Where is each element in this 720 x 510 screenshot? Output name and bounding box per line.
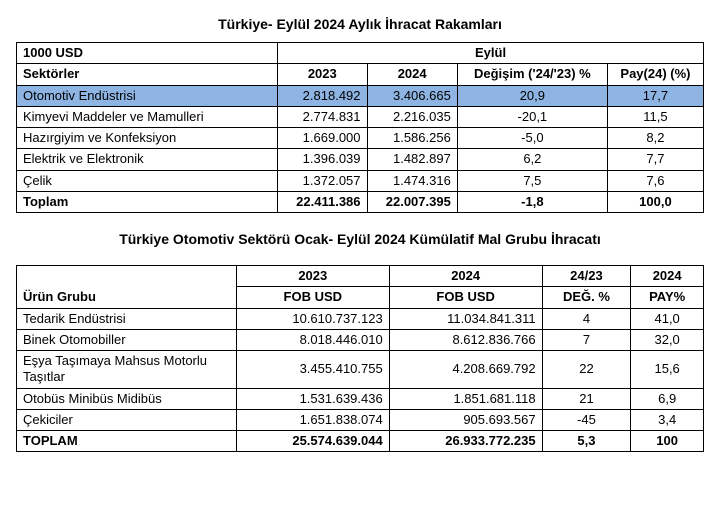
row-share: 17,7	[607, 85, 703, 106]
table-row: Çelik1.372.0571.474.3167,57,6	[17, 170, 704, 191]
table-row: Hazırgiyim ve Konfeksiyon1.669.0001.586.…	[17, 128, 704, 149]
col-change-header: Değişim ('24/'23) %	[457, 64, 607, 85]
row-2023: 10.610.737.123	[236, 308, 389, 329]
total-label: Toplam	[17, 191, 278, 212]
col2-share-top: 2024	[631, 266, 704, 287]
total-change: -1,8	[457, 191, 607, 212]
row-share: 8,2	[607, 128, 703, 149]
row-share: 32,0	[631, 329, 704, 350]
col2-2023-top: 2023	[236, 266, 389, 287]
row-2024: 1.586.256	[367, 128, 457, 149]
row-change: -45	[542, 409, 631, 430]
table1-title: Türkiye- Eylül 2024 Aylık İhracat Rakaml…	[16, 16, 704, 32]
col2-share-sub: PAY%	[631, 287, 704, 308]
row-share: 7,6	[607, 170, 703, 191]
unit-label: 1000 USD	[17, 43, 278, 64]
col2-change-sub: DEĞ. %	[542, 287, 631, 308]
row-name: Otomotiv Endüstrisi	[17, 85, 278, 106]
table-row: Elektrik ve Elektronik1.396.0391.482.897…	[17, 149, 704, 170]
col-share-header: Pay(24) (%)	[607, 64, 703, 85]
row-2023: 2.774.831	[278, 106, 367, 127]
row-2024: 4.208.669.792	[389, 351, 542, 389]
row-2024: 1.474.316	[367, 170, 457, 191]
row-2024: 8.612.836.766	[389, 329, 542, 350]
table-row: Otobüs Minibüs Midibüs1.531.639.4361.851…	[17, 388, 704, 409]
total-share: 100,0	[607, 191, 703, 212]
month-header: Eylül	[278, 43, 704, 64]
total2-label: TOPLAM	[17, 431, 237, 452]
table2-title: Türkiye Otomotiv Sektörü Ocak- Eylül 202…	[16, 231, 704, 247]
row-change: -20,1	[457, 106, 607, 127]
table-row: Çekiciler1.651.838.074905.693.567-453,4	[17, 409, 704, 430]
row-2023: 1.669.000	[278, 128, 367, 149]
total2-2023: 25.574.639.044	[236, 431, 389, 452]
row-2024: 3.406.665	[367, 85, 457, 106]
row-change: 7,5	[457, 170, 607, 191]
table1: 1000 USD Eylül Sektörler 2023 2024 Değiş…	[16, 42, 704, 213]
sector-header: Sektörler	[17, 64, 278, 85]
row-2023: 3.455.410.755	[236, 351, 389, 389]
total2-share: 100	[631, 431, 704, 452]
col-2023-header: 2023	[278, 64, 367, 85]
table-row: Otomotiv Endüstrisi2.818.4923.406.66520,…	[17, 85, 704, 106]
row-2023: 2.818.492	[278, 85, 367, 106]
row-2024: 1.851.681.118	[389, 388, 542, 409]
row-2023: 8.018.446.010	[236, 329, 389, 350]
row-2024: 1.482.897	[367, 149, 457, 170]
group-header: Ürün Grubu	[17, 266, 237, 309]
row-name: Binek Otomobiller	[17, 329, 237, 350]
row-2024: 905.693.567	[389, 409, 542, 430]
row-2023: 1.396.039	[278, 149, 367, 170]
row-name: Eşya Taşımaya Mahsus Motorlu Taşıtlar	[17, 351, 237, 389]
table-row: Eşya Taşımaya Mahsus Motorlu Taşıtlar3.4…	[17, 351, 704, 389]
row-change: 7	[542, 329, 631, 350]
table1-total-row: Toplam 22.411.386 22.007.395 -1,8 100,0	[17, 191, 704, 212]
table2-total-row: TOPLAM 25.574.639.044 26.933.772.235 5,3…	[17, 431, 704, 452]
col-2024-header: 2024	[367, 64, 457, 85]
row-change: 22	[542, 351, 631, 389]
row-change: -5,0	[457, 128, 607, 149]
row-change: 21	[542, 388, 631, 409]
row-2023: 1.372.057	[278, 170, 367, 191]
total-2023: 22.411.386	[278, 191, 367, 212]
total2-change: 5,3	[542, 431, 631, 452]
row-name: Çekiciler	[17, 409, 237, 430]
row-change: 6,2	[457, 149, 607, 170]
row-share: 3,4	[631, 409, 704, 430]
table-row: Tedarik Endüstrisi10.610.737.12311.034.8…	[17, 308, 704, 329]
total-2024: 22.007.395	[367, 191, 457, 212]
table2: Ürün Grubu 2023 2024 24/23 2024 FOB USD …	[16, 265, 704, 452]
row-name: Çelik	[17, 170, 278, 191]
total2-2024: 26.933.772.235	[389, 431, 542, 452]
col2-2023-sub: FOB USD	[236, 287, 389, 308]
row-2023: 1.651.838.074	[236, 409, 389, 430]
col2-2024-sub: FOB USD	[389, 287, 542, 308]
row-2024: 11.034.841.311	[389, 308, 542, 329]
row-share: 7,7	[607, 149, 703, 170]
row-share: 6,9	[631, 388, 704, 409]
row-change: 20,9	[457, 85, 607, 106]
table-row: Binek Otomobiller8.018.446.0108.612.836.…	[17, 329, 704, 350]
row-share: 15,6	[631, 351, 704, 389]
row-name: Otobüs Minibüs Midibüs	[17, 388, 237, 409]
row-name: Tedarik Endüstrisi	[17, 308, 237, 329]
row-2024: 2.216.035	[367, 106, 457, 127]
row-name: Hazırgiyim ve Konfeksiyon	[17, 128, 278, 149]
col2-change-top: 24/23	[542, 266, 631, 287]
row-name: Elektrik ve Elektronik	[17, 149, 278, 170]
row-change: 4	[542, 308, 631, 329]
row-share: 41,0	[631, 308, 704, 329]
row-name: Kimyevi Maddeler ve Mamulleri	[17, 106, 278, 127]
row-2023: 1.531.639.436	[236, 388, 389, 409]
col2-2024-top: 2024	[389, 266, 542, 287]
table-row: Kimyevi Maddeler ve Mamulleri2.774.8312.…	[17, 106, 704, 127]
row-share: 11,5	[607, 106, 703, 127]
